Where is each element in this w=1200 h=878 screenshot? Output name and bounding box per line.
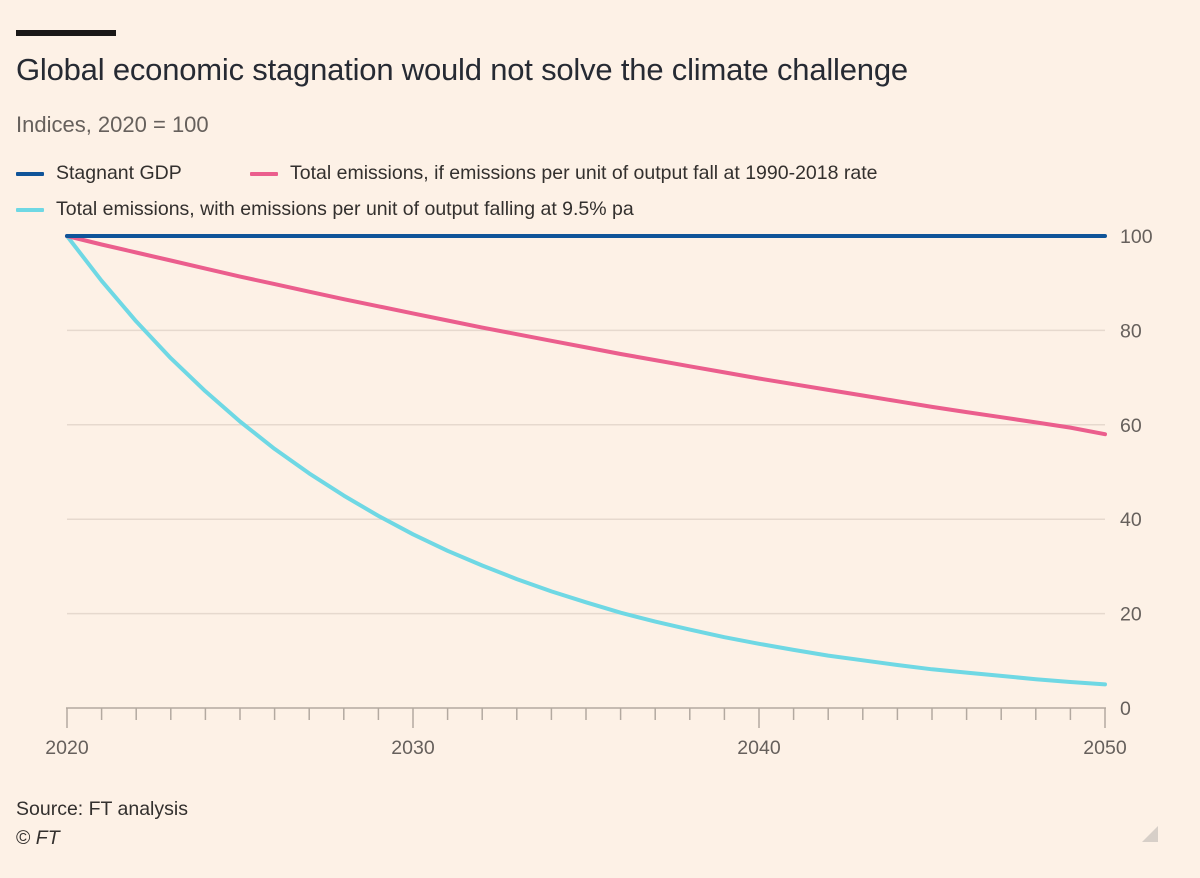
legend-label-emissions-historic-rate: Total emissions, if emissions per unit o…	[290, 162, 878, 184]
y-tick-label: 0	[1120, 698, 1131, 720]
y-tick-label: 100	[1120, 226, 1153, 248]
top-rule	[16, 30, 116, 36]
legend-swatch-emissions-historic-rate	[250, 171, 278, 176]
y-axis-labels: 0 20 40 60 80 100	[1120, 226, 1153, 720]
copyright-symbol: ©	[16, 827, 31, 849]
legend-item-emissions-historic-rate: Total emissions, if emissions per unit o…	[250, 162, 878, 185]
y-tick-label: 60	[1120, 415, 1142, 437]
legend-label-emissions-9-5-pa: Total emissions, with emissions per unit…	[56, 198, 634, 220]
x-tick-label: 2040	[737, 737, 781, 759]
series-line-emissions-historic-rate	[65, 234, 1107, 437]
chart-subtitle: Indices, 2020 = 100	[16, 112, 209, 137]
copyright-text: FT	[35, 827, 60, 849]
chart-title: Global economic stagnation would not sol…	[16, 52, 908, 87]
y-tick-label: 40	[1120, 509, 1142, 531]
y-tick-label: 20	[1120, 604, 1142, 626]
y-tick-label: 80	[1120, 320, 1142, 342]
x-axis: 2020 2030 2040 2050	[45, 707, 1127, 759]
gridlines	[67, 235, 1105, 615]
copyright-note: © FT	[16, 827, 60, 850]
legend-item-emissions-9-5-pa: Total emissions, with emissions per unit…	[16, 198, 634, 221]
resize-handle-icon[interactable]	[1142, 826, 1158, 842]
source-note: Source: FT analysis	[16, 798, 188, 820]
legend-label-stagnant-gdp: Stagnant GDP	[56, 162, 182, 184]
x-tick-label: 2030	[391, 737, 435, 759]
legend-item-stagnant-gdp: Stagnant GDP	[16, 162, 182, 185]
x-tick-label: 2020	[45, 737, 89, 759]
series-lines	[65, 234, 1107, 687]
x-tick-label: 2050	[1083, 737, 1127, 759]
series-line-emissions-9-5-pa	[65, 234, 1107, 687]
legend-swatch-emissions-9-5-pa	[16, 207, 44, 212]
legend-swatch-stagnant-gdp	[16, 171, 44, 176]
